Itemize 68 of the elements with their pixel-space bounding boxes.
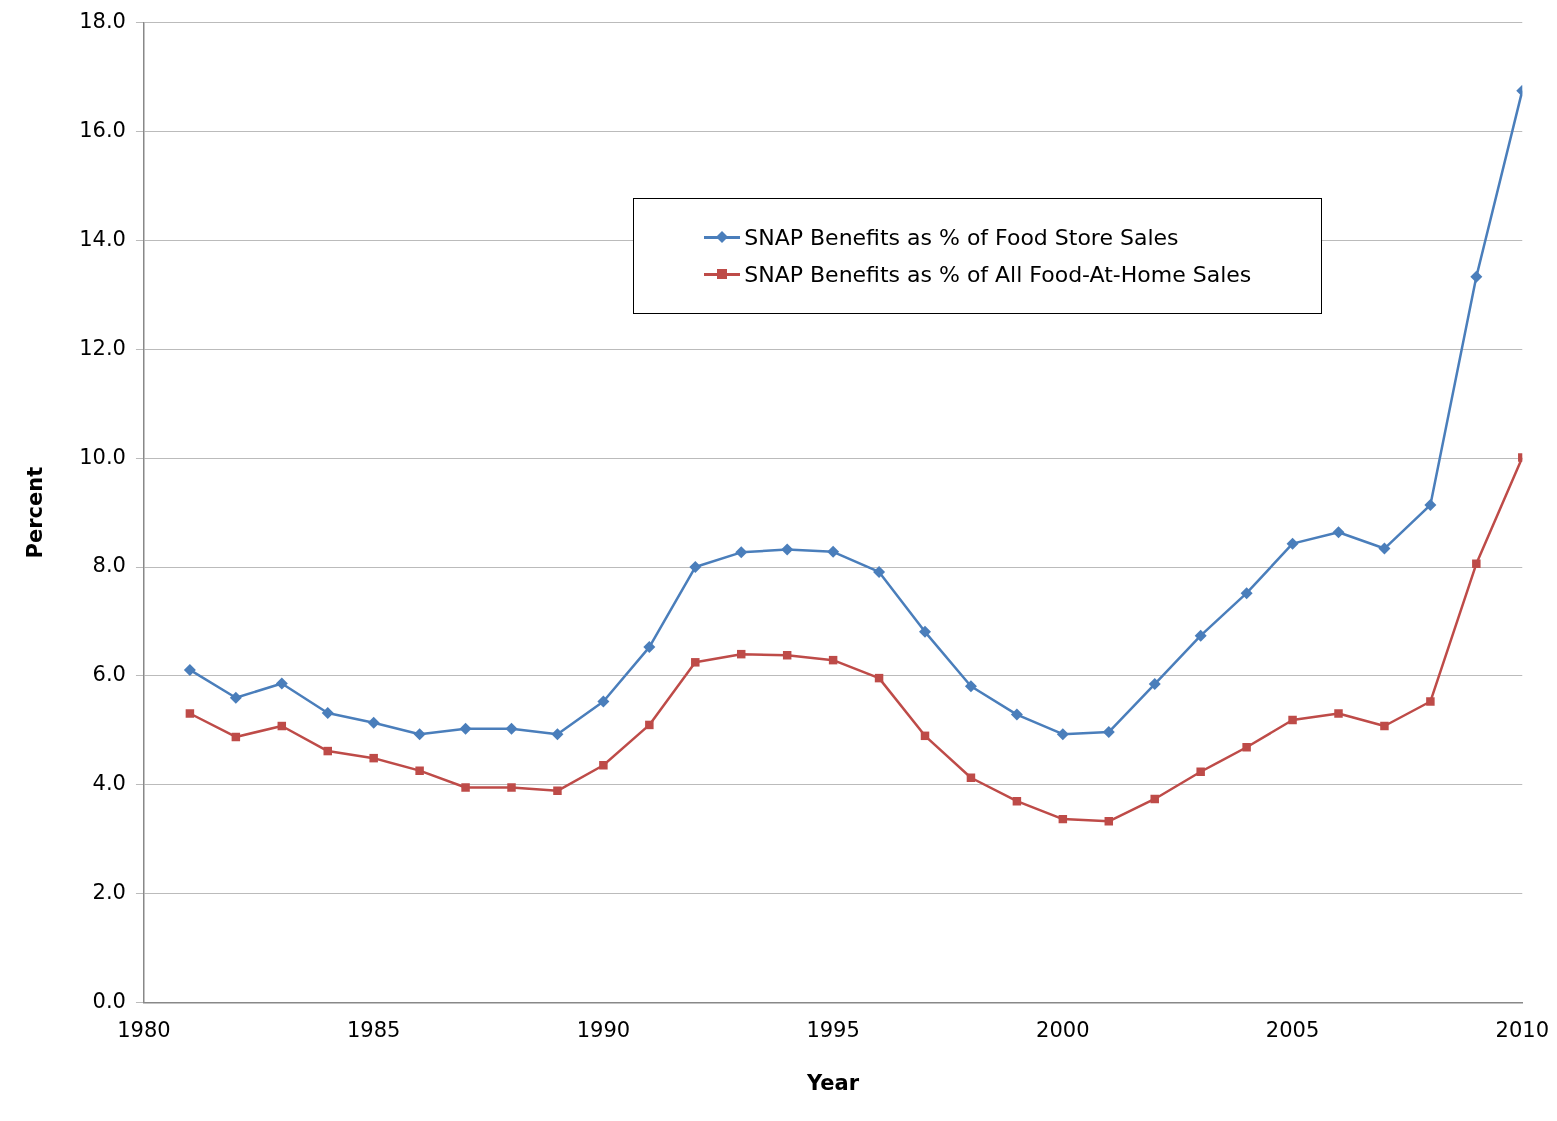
point — [185, 709, 195, 718]
point — [1240, 587, 1253, 600]
point — [507, 783, 516, 792]
point — [1470, 270, 1483, 283]
point — [229, 691, 242, 704]
point — [919, 625, 932, 638]
point — [1380, 721, 1389, 731]
y-tick-label: 8.0 — [92, 553, 126, 578]
legend-label: SNAP Benefits as % of All Food-At-Home Sales — [744, 261, 1252, 287]
point — [459, 722, 472, 735]
point — [1424, 498, 1437, 511]
point — [1196, 767, 1205, 776]
y-tick-label: 4.0 — [92, 771, 126, 796]
point — [1194, 629, 1207, 642]
y-tick-label: 16.0 — [79, 117, 126, 142]
point — [183, 663, 196, 676]
point — [1242, 743, 1251, 752]
point — [367, 716, 380, 729]
point — [1472, 559, 1481, 569]
y-tick-label: 10.0 — [79, 444, 126, 469]
point — [1378, 542, 1391, 555]
point — [551, 728, 564, 741]
point — [275, 677, 288, 690]
point — [321, 706, 334, 719]
point — [1104, 817, 1114, 826]
x-tick-label: 2000 — [1036, 1017, 1090, 1042]
x-tick-label: 1980 — [117, 1017, 171, 1042]
x-tick-label: 1990 — [576, 1017, 631, 1042]
point — [827, 545, 840, 558]
y-tick-label: 6.0 — [92, 662, 126, 687]
point — [1332, 526, 1345, 539]
point — [415, 766, 424, 775]
point — [873, 565, 886, 578]
legend-label: SNAP Benefits as % of Food Store Sales — [744, 224, 1179, 250]
point — [413, 728, 426, 741]
x-tick-label: 1985 — [346, 1017, 401, 1042]
point — [369, 753, 378, 763]
y-tick-label: 12.0 — [79, 335, 126, 360]
y-tick-label: 2.0 — [92, 880, 126, 905]
point — [461, 783, 470, 792]
point — [691, 658, 700, 667]
y-tick-label: 14.0 — [79, 226, 126, 251]
y-axis-title: Percent — [23, 466, 48, 559]
point — [1288, 715, 1297, 725]
point — [781, 543, 794, 556]
point — [735, 546, 748, 559]
x-tick-label: 2005 — [1265, 1017, 1320, 1042]
point — [599, 760, 608, 770]
point — [553, 786, 562, 796]
x-tick-label: 1995 — [806, 1017, 860, 1042]
point — [643, 641, 656, 654]
point — [1426, 697, 1435, 706]
point — [1148, 678, 1161, 691]
point — [1286, 537, 1299, 550]
x-tick-label: 2010 — [1495, 1017, 1549, 1042]
point — [1150, 794, 1159, 804]
point — [689, 561, 702, 574]
point — [964, 680, 977, 693]
point — [505, 722, 518, 735]
point — [645, 720, 654, 730]
y-tick-label: 0.0 — [92, 989, 126, 1014]
y-tick-label: 18.0 — [79, 9, 126, 34]
point — [1334, 709, 1343, 718]
x-axis-title: Year — [806, 1070, 860, 1095]
point — [1010, 708, 1023, 721]
point — [597, 695, 610, 708]
point — [323, 746, 332, 756]
point — [1056, 728, 1069, 741]
